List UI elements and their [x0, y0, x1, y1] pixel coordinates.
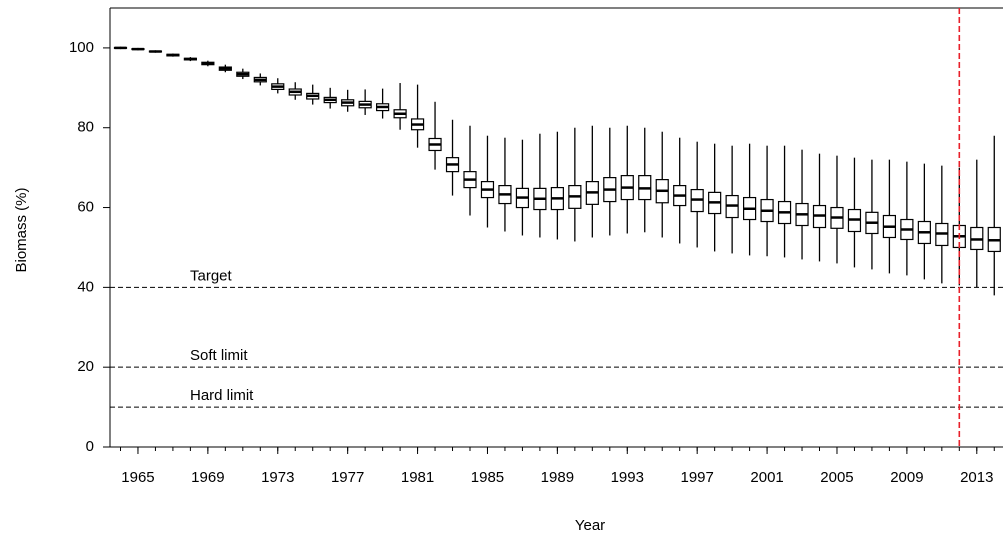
y-tick-label: 80 — [77, 119, 94, 136]
x-tick-label: 1989 — [541, 469, 574, 486]
x-axis-title: Year — [575, 517, 605, 534]
y-tick-label: 60 — [77, 199, 94, 216]
y-tick-label: 20 — [77, 358, 94, 375]
x-tick-label: 2001 — [750, 469, 783, 486]
reference-label: Target — [190, 267, 233, 284]
x-tick-label: 1997 — [680, 469, 713, 486]
x-tick-label: 1985 — [471, 469, 504, 486]
x-tick-label: 2005 — [820, 469, 853, 486]
y-tick-label: 100 — [69, 39, 94, 56]
y-axis-title: Biomass (%) — [13, 187, 30, 272]
x-tick-label: 1977 — [331, 469, 364, 486]
x-tick-label: 1965 — [121, 469, 154, 486]
x-tick-label: 1969 — [191, 469, 224, 486]
y-tick-label: 0 — [86, 438, 94, 455]
reference-label: Hard limit — [190, 387, 254, 404]
x-tick-label: 1973 — [261, 469, 294, 486]
y-tick-label: 40 — [77, 278, 94, 295]
x-tick-label: 2009 — [890, 469, 923, 486]
x-tick-label: 1981 — [401, 469, 434, 486]
reference-label: Soft limit — [190, 347, 248, 364]
x-tick-label: 1993 — [611, 469, 644, 486]
x-tick-label: 2013 — [960, 469, 993, 486]
